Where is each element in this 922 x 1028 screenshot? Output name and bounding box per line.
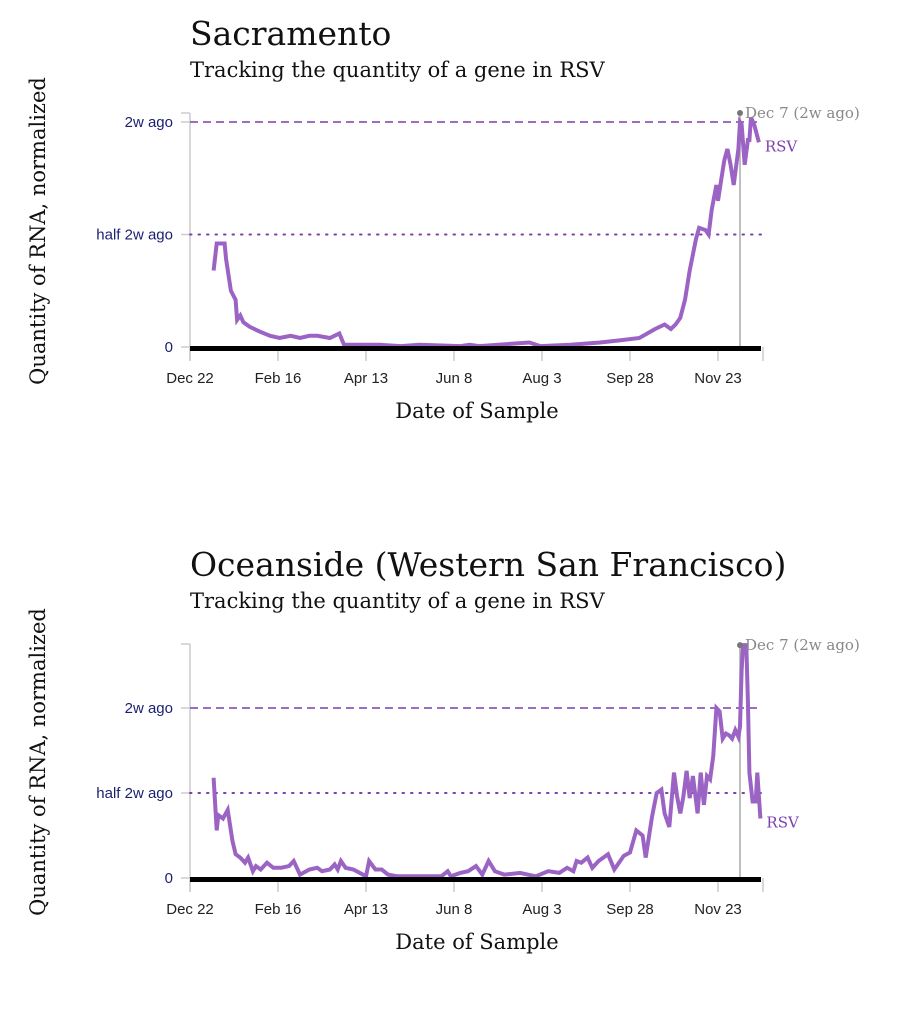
series-line-rsv [211,643,763,880]
x-tick-label: Dec 22 [166,901,214,918]
x-tick-label: Apr 13 [344,370,388,387]
y-tick-label: 0 [165,339,173,356]
x-tick-label: Sep 28 [606,901,654,918]
y-tick-label: 2w ago [125,114,173,131]
chart-title: Oceanside (Western San Francisco) [190,545,786,584]
annotation-label: Dec 7 (2w ago) [745,636,860,654]
x-tick-label: Dec 22 [166,370,214,387]
series-label-rsv: RSV [765,137,799,155]
x-tick-label: Apr 13 [344,901,388,918]
x-tick-label: Nov 23 [694,370,742,387]
y-tick-label: 2w ago [125,700,173,717]
y-tick-label: half 2w ago [96,227,173,244]
x-axis-label: Date of Sample [395,399,558,423]
y-axis-label: Quantity of RNA, normalized [26,77,50,385]
x-tick-label: Nov 23 [694,901,742,918]
series-label-rsv: RSV [766,814,800,832]
x-tick-label: Sep 28 [606,370,654,387]
series-line-rsv [211,116,761,349]
y-tick-label: half 2w ago [96,785,173,802]
x-tick-label: Aug 3 [522,901,561,918]
y-axis-label: Quantity of RNA, normalized [26,608,50,916]
x-tick-label: Jun 8 [436,901,473,918]
chart-panel-1: Sacramento Tracking the quantity of a gen… [26,14,860,423]
chart-subtitle: Tracking the quantity of a gene in RSV [190,58,606,82]
annotation-label: Dec 7 (2w ago) [745,104,860,122]
chart-panel-2: Oceanside (Western San Francisco) Trackin… [26,545,860,954]
annotation-dot [737,642,743,649]
x-tick-label: Aug 3 [522,370,561,387]
x-tick-label: Feb 16 [255,901,302,918]
x-tick-label: Jun 8 [436,370,473,387]
chart-subtitle: Tracking the quantity of a gene in RSV [190,589,606,613]
x-tick-label: Feb 16 [255,370,302,387]
annotation-dot [737,110,743,116]
chart-title: Sacramento [190,14,391,53]
x-axis-label: Date of Sample [395,930,558,954]
y-tick-label: 0 [165,870,173,887]
